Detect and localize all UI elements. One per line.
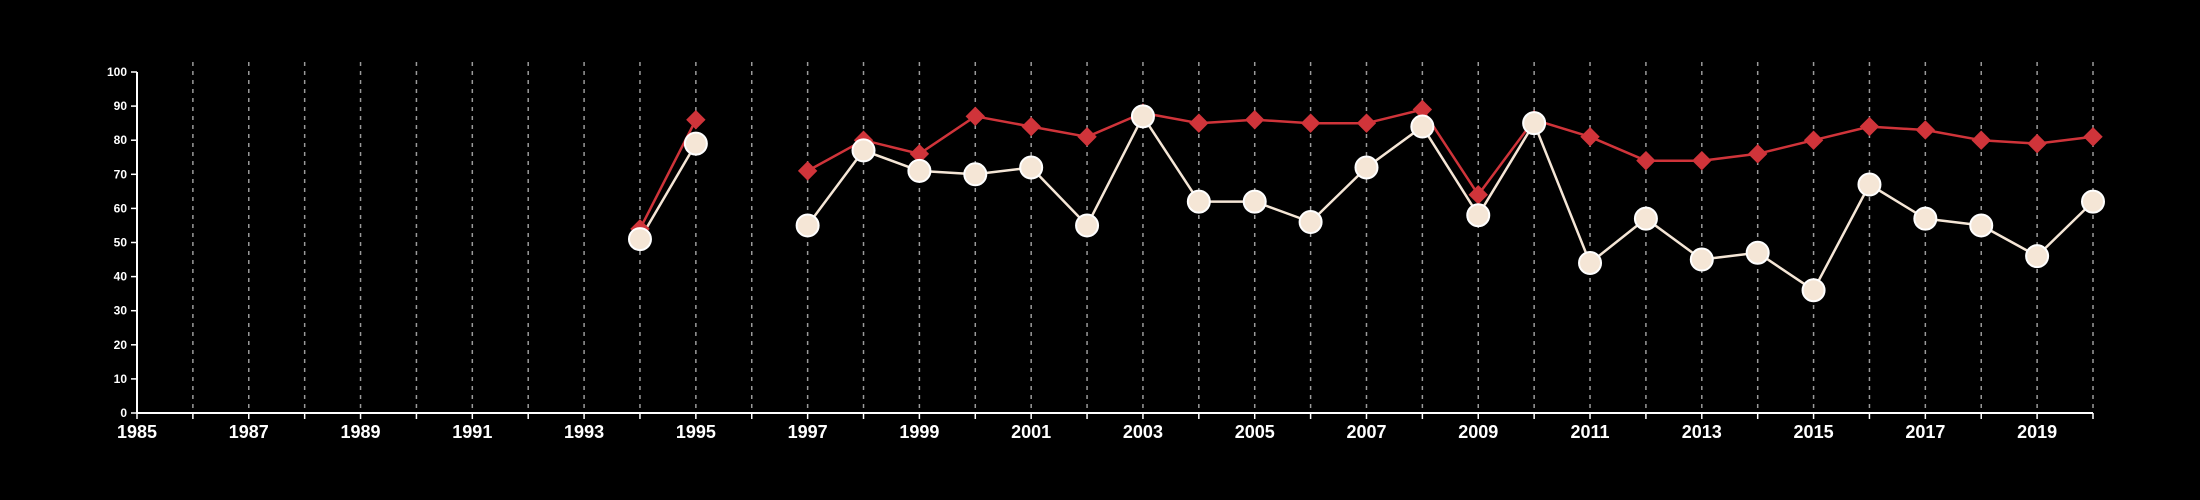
y-tick-label-90: 90 <box>114 99 128 113</box>
series-2-point-2019 <box>2025 244 2050 269</box>
y-tick-label-80: 80 <box>114 133 128 147</box>
series-1-point-2013 <box>1692 150 1712 171</box>
series-1-point-2012 <box>1636 150 1656 171</box>
series-2-point-2016 <box>1857 172 1882 197</box>
series-1-point-2004 <box>1189 113 1209 133</box>
x-tick-label-2009: 2009 <box>1458 422 1498 442</box>
x-tick-label-2007: 2007 <box>1346 422 1386 442</box>
x-tick-label-1987: 1987 <box>229 422 269 442</box>
y-tick-label-40: 40 <box>114 270 128 284</box>
x-tick-label-2017: 2017 <box>1905 422 1945 442</box>
series-1-point-2007 <box>1356 113 1377 133</box>
series-2-point-2008 <box>1410 114 1435 139</box>
x-tick-label-2001: 2001 <box>1011 422 1051 442</box>
x-tick-label-2019: 2019 <box>2017 422 2057 442</box>
series-2-point-2000 <box>963 162 988 187</box>
y-tick-label-30: 30 <box>114 304 128 318</box>
x-tick-label-2003: 2003 <box>1123 422 1163 442</box>
y-tick-label-100: 100 <box>107 65 127 79</box>
series-1-point-2018 <box>1971 130 1991 150</box>
x-tick-label-1985: 1985 <box>117 422 157 442</box>
series-2-point-2005 <box>1242 189 1267 214</box>
series-1-point-2016 <box>1859 116 1880 137</box>
x-tick-label-1995: 1995 <box>676 422 716 442</box>
series-2-point-2015 <box>1801 278 1826 303</box>
y-tick-label-20: 20 <box>114 338 128 352</box>
series-1-point-2014 <box>1747 144 1768 164</box>
series-2-point-2014 <box>1745 240 1770 265</box>
x-tick-label-2005: 2005 <box>1235 422 1275 442</box>
x-tick-label-2011: 2011 <box>1570 422 1609 442</box>
series-1-line-segment-2 <box>806 108 2094 197</box>
series-1-point-2011 <box>1580 127 1600 147</box>
x-tick-label-1997: 1997 <box>788 422 828 442</box>
x-tick-label-1989: 1989 <box>341 422 381 442</box>
tick-labels: 0 10 20 30 40 50 60 70 80 90 100 1985 1987 1989 1991 19… <box>107 65 2057 442</box>
x-tick-label-1999: 1999 <box>899 422 939 442</box>
series-2-line-segment-1 <box>638 142 697 240</box>
series-1-point-2005 <box>1245 110 1265 130</box>
y-tick-label-10: 10 <box>114 372 128 386</box>
series-2-point-1998 <box>851 138 876 163</box>
series-2-point-2001 <box>1019 155 1044 180</box>
x-tick-label-1991: 1991 <box>452 422 492 442</box>
x-tick-label-2013: 2013 <box>1682 422 1722 442</box>
series-1-point-2019 <box>2027 133 2047 154</box>
series-2-point-2004 <box>1186 189 1211 214</box>
series-markers <box>627 99 2105 303</box>
axes <box>131 71 2094 419</box>
y-tick-label-70: 70 <box>114 167 128 181</box>
series-2-point-2012 <box>1633 206 1658 231</box>
series-2-point-2003 <box>1130 104 1155 129</box>
series-2-point-2017 <box>1913 206 1938 231</box>
series-2-point-1999 <box>907 158 932 183</box>
y-tick-label-50: 50 <box>114 236 128 250</box>
series-1-point-2002 <box>1077 127 1097 147</box>
series-2-point-2018 <box>1969 213 1994 238</box>
series-2-point-1995 <box>683 131 708 156</box>
y-tick-label-60: 60 <box>114 201 128 215</box>
series-1-point-2020 <box>2083 127 2103 147</box>
series-2-point-2009 <box>1466 203 1491 228</box>
series-1-point-2006 <box>1300 113 1321 133</box>
series-1-point-2015 <box>1803 130 1824 150</box>
series-1-point-2001 <box>1021 116 1041 137</box>
y-tick-label-0: 0 <box>120 406 127 420</box>
series-2-point-2006 <box>1298 210 1323 235</box>
series-2-point-2002 <box>1075 213 1100 238</box>
x-tick-label-1993: 1993 <box>564 422 604 442</box>
series-2-point-2013 <box>1689 247 1714 272</box>
series-2-point-2007 <box>1354 155 1379 180</box>
series-2-point-2020 <box>2081 189 2105 214</box>
series-2-point-1994 <box>627 227 652 252</box>
series-2-point-1997 <box>795 213 820 238</box>
series-1-point-1995 <box>686 110 706 130</box>
series-1-point-1997 <box>797 161 818 181</box>
series-2-point-2011 <box>1578 250 1603 275</box>
series-2-point-2010 <box>1522 111 1547 136</box>
series-1-point-2000 <box>965 106 985 127</box>
x-tick-label-2015: 2015 <box>1794 422 1834 442</box>
series-1-point-2017 <box>1915 120 1936 140</box>
